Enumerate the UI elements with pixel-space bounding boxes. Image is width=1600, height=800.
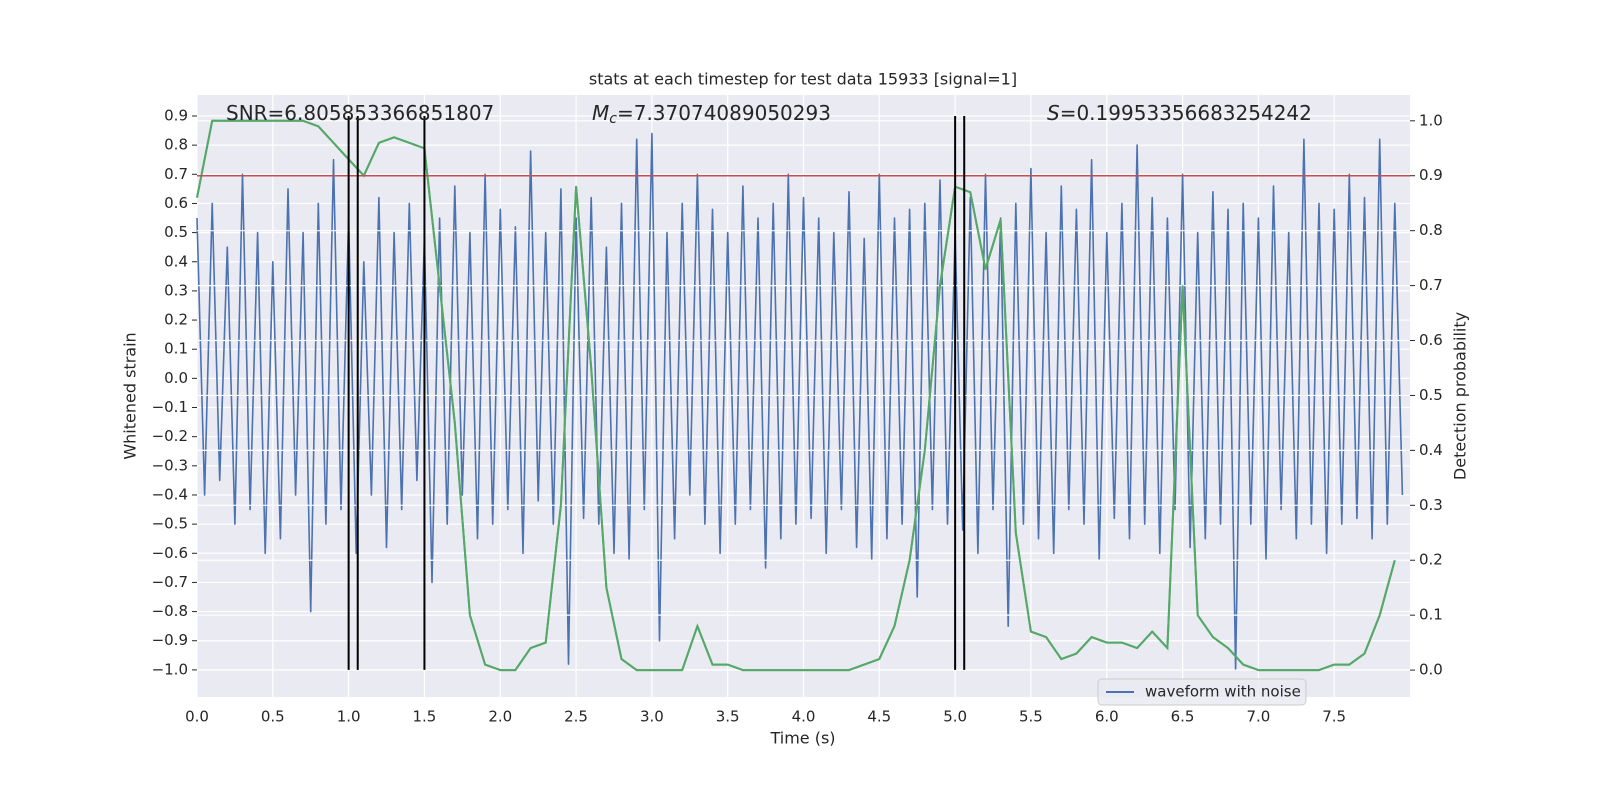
x-tick-label: 7.0	[1246, 708, 1270, 726]
y2-tick-label: 0.9	[1419, 166, 1443, 184]
x-tick-label: 1.0	[337, 708, 361, 726]
y2-tick-label: 0.0	[1419, 661, 1443, 679]
y2-tick-label: 1.0	[1419, 111, 1443, 129]
y-axis-label: Whitened strain	[121, 332, 140, 459]
annotation-subscript: c	[609, 111, 617, 127]
x-tick-label: 6.5	[1171, 708, 1195, 726]
x-tick-label: 5.0	[943, 708, 967, 726]
x-tick-label: 7.5	[1322, 708, 1346, 726]
y-tick-label: 0.3	[164, 281, 188, 299]
y2-tick-label: 0.4	[1419, 441, 1443, 459]
legend-box	[1097, 678, 1307, 706]
y-tick-label: 0.0	[164, 369, 188, 387]
y-tick-label: −0.7	[152, 573, 188, 591]
x-axis-label: Time (s)	[769, 729, 835, 748]
x-tick-label: 2.5	[564, 708, 588, 726]
y-tick-label: 0.2	[164, 311, 188, 329]
x-tick-label: 4.0	[792, 708, 816, 726]
x-tick-label: 0.5	[261, 708, 285, 726]
annotation: S=0.19953356683254242	[1047, 101, 1312, 125]
y2-tick-label: 0.6	[1419, 331, 1443, 349]
y-tick-label: −0.8	[152, 602, 188, 620]
y-tick-label: 0.1	[164, 340, 188, 358]
annotation: SNR=6.805853366851807	[226, 101, 494, 125]
annotation-text: SNR=6.805853366851807	[226, 101, 494, 125]
y2-tick-label: 0.7	[1419, 276, 1443, 294]
y-tick-label: 0.4	[164, 252, 188, 270]
y-tick-label: −0.3	[152, 456, 188, 474]
x-tick-label: 0.0	[185, 708, 209, 726]
x-tick-label: 3.5	[716, 708, 740, 726]
y-tick-label: −0.4	[152, 485, 188, 503]
y-tick-label: 0.9	[164, 106, 188, 124]
x-tick-label: 5.5	[1019, 708, 1043, 726]
x-tick-label: 2.0	[488, 708, 512, 726]
y2-tick-label: 0.1	[1419, 606, 1443, 624]
annotation-text: =0.19953356683254242	[1060, 101, 1312, 125]
x-tick-label: 4.5	[867, 708, 891, 726]
y2-tick-label: 0.5	[1419, 386, 1443, 404]
chart-title: stats at each timestep for test data 159…	[589, 70, 1017, 89]
y-tick-label: 0.8	[164, 136, 188, 154]
x-tick-label: 6.0	[1095, 708, 1119, 726]
annotation-symbol: S	[1047, 101, 1060, 125]
y2-axis-label: Detection probability	[1451, 312, 1470, 480]
y2-tick-label: 0.3	[1419, 496, 1443, 514]
y-tick-label: 0.7	[164, 165, 188, 183]
x-tick-label: 1.5	[413, 708, 437, 726]
y-tick-label: −0.9	[152, 631, 188, 649]
annotation-symbol: M	[592, 101, 609, 125]
x-tick-label: 3.0	[640, 708, 664, 726]
legend-label: waveform with noise	[1145, 683, 1301, 701]
annotation-text: =7.37074089050293	[617, 101, 831, 125]
y-tick-label: −0.5	[152, 515, 188, 533]
y-tick-label: −0.1	[152, 398, 188, 416]
y-tick-label: 0.6	[164, 194, 188, 212]
probability-line	[196, 119, 1396, 672]
annotation: Mc=7.37074089050293	[592, 101, 831, 128]
waveform-line	[196, 132, 1404, 671]
y-tick-label: 0.5	[164, 223, 188, 241]
y-tick-label: −1.0	[152, 660, 188, 678]
y2-tick-label: 0.2	[1419, 551, 1443, 569]
y-tick-label: −0.6	[152, 544, 188, 562]
y-tick-label: −0.2	[152, 427, 188, 445]
y2-tick-label: 0.8	[1419, 221, 1443, 239]
